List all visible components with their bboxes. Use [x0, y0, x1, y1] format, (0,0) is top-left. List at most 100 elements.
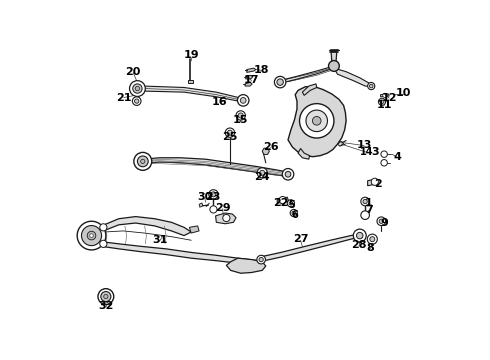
Circle shape [306, 110, 327, 132]
Circle shape [370, 237, 375, 242]
Circle shape [134, 152, 152, 170]
Circle shape [129, 81, 146, 96]
Circle shape [383, 93, 387, 98]
Polygon shape [199, 203, 203, 207]
Text: 5: 5 [288, 200, 295, 210]
Circle shape [313, 117, 321, 125]
Polygon shape [101, 242, 260, 265]
Polygon shape [226, 258, 266, 273]
Circle shape [141, 159, 145, 163]
Polygon shape [331, 51, 337, 61]
Text: 4: 4 [393, 152, 401, 162]
Polygon shape [302, 84, 317, 95]
Polygon shape [288, 87, 346, 157]
Text: 32: 32 [98, 301, 114, 311]
Text: 31: 31 [152, 235, 168, 245]
Circle shape [378, 98, 386, 105]
Polygon shape [101, 217, 191, 235]
Circle shape [135, 99, 139, 103]
Text: 24: 24 [254, 172, 270, 182]
Polygon shape [143, 158, 289, 176]
Circle shape [377, 217, 386, 226]
Text: 7: 7 [365, 206, 372, 216]
Polygon shape [334, 68, 372, 87]
Circle shape [371, 178, 378, 185]
Text: 15: 15 [232, 115, 247, 125]
Polygon shape [259, 234, 360, 262]
Circle shape [98, 289, 114, 305]
Text: 19: 19 [184, 50, 200, 60]
Circle shape [210, 206, 217, 213]
Circle shape [100, 224, 107, 231]
Polygon shape [216, 213, 236, 224]
Polygon shape [277, 197, 289, 203]
Circle shape [329, 60, 339, 71]
Polygon shape [298, 148, 310, 159]
Text: 27: 27 [293, 234, 308, 244]
Circle shape [227, 130, 232, 135]
Circle shape [132, 97, 141, 105]
Circle shape [279, 197, 286, 204]
Circle shape [77, 221, 106, 250]
Circle shape [379, 219, 383, 224]
Text: 20: 20 [125, 67, 141, 77]
Circle shape [257, 255, 266, 264]
Text: 13: 13 [356, 140, 372, 150]
Circle shape [289, 202, 293, 205]
Circle shape [257, 168, 267, 178]
Text: 6: 6 [291, 210, 298, 220]
Text: 21: 21 [116, 93, 131, 103]
Circle shape [292, 211, 295, 215]
Circle shape [368, 234, 377, 244]
Polygon shape [368, 179, 375, 186]
Text: 9: 9 [380, 218, 388, 228]
Text: 1: 1 [365, 198, 372, 208]
Circle shape [285, 171, 291, 177]
Circle shape [353, 229, 366, 242]
Polygon shape [190, 226, 199, 233]
Circle shape [137, 156, 148, 167]
Circle shape [290, 210, 297, 217]
Circle shape [361, 211, 369, 220]
Circle shape [240, 98, 246, 103]
Circle shape [363, 199, 368, 204]
Text: 16: 16 [212, 97, 228, 107]
Circle shape [238, 113, 243, 118]
Circle shape [135, 86, 140, 91]
Circle shape [133, 84, 142, 93]
Polygon shape [245, 75, 253, 79]
Polygon shape [247, 68, 256, 72]
Polygon shape [281, 67, 334, 83]
Circle shape [368, 82, 375, 90]
Circle shape [274, 76, 286, 88]
Polygon shape [338, 141, 343, 146]
Circle shape [260, 170, 265, 175]
Polygon shape [381, 94, 389, 97]
Text: 29: 29 [215, 203, 231, 213]
Polygon shape [143, 86, 242, 102]
Text: 2: 2 [374, 179, 382, 189]
Circle shape [211, 192, 216, 197]
Circle shape [100, 240, 107, 247]
Text: 8: 8 [367, 243, 374, 253]
Text: 14: 14 [360, 147, 374, 157]
Text: 17: 17 [244, 75, 259, 85]
Circle shape [236, 111, 245, 120]
Circle shape [259, 257, 263, 262]
Text: 10: 10 [396, 88, 411, 98]
Circle shape [357, 232, 363, 239]
Text: 3: 3 [371, 147, 379, 157]
Circle shape [381, 151, 388, 157]
Circle shape [238, 95, 249, 106]
Circle shape [369, 84, 373, 88]
Polygon shape [188, 80, 194, 83]
Text: 23: 23 [205, 192, 220, 202]
Circle shape [282, 168, 294, 180]
Text: 22: 22 [273, 198, 289, 208]
Circle shape [277, 79, 283, 85]
Text: 30: 30 [197, 192, 213, 202]
Text: 18: 18 [253, 64, 269, 75]
Circle shape [87, 231, 96, 240]
Circle shape [223, 215, 230, 222]
Circle shape [101, 292, 111, 302]
